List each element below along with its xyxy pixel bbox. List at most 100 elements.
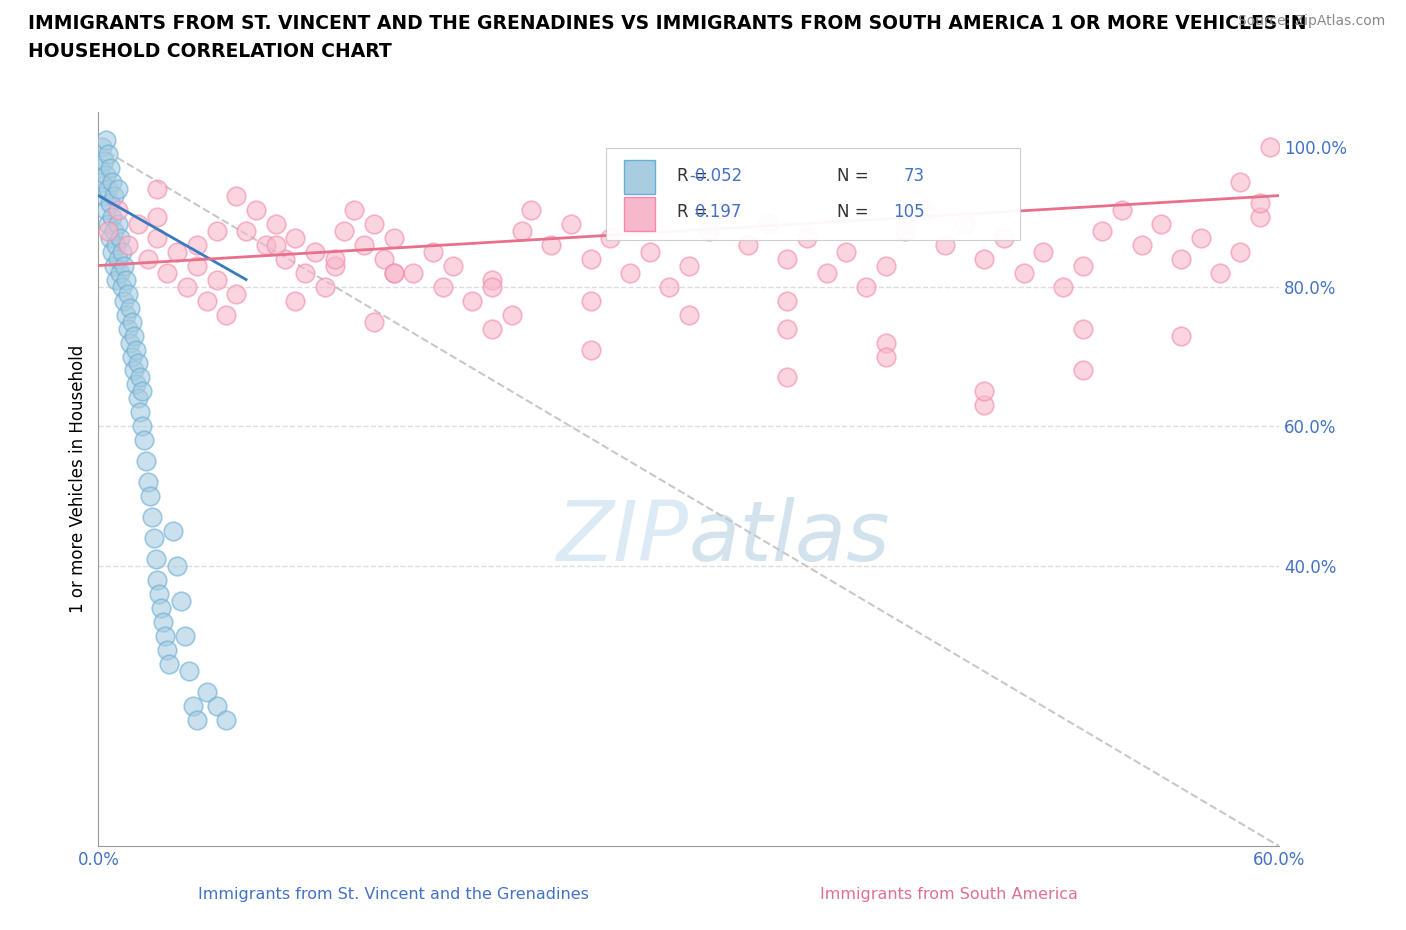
Point [678, 259, 700, 273]
Point [1189, 230, 1212, 245]
Point [128, 405, 150, 420]
Point [125, 377, 148, 392]
Point [131, 419, 153, 434]
Point [432, 279, 454, 294]
Point [835, 244, 858, 259]
Point [658, 279, 681, 294]
Point [579, 251, 602, 266]
Point [215, 713, 238, 728]
Point [186, 237, 208, 252]
Point [156, 265, 179, 280]
Point [363, 216, 385, 231]
Point [127, 391, 149, 405]
Point [1111, 202, 1133, 217]
Point [98, 160, 121, 175]
Point [894, 223, 917, 238]
Point [382, 230, 405, 245]
Point [776, 370, 799, 385]
Point [135, 454, 157, 469]
Point [1091, 223, 1114, 238]
Text: Source: ZipAtlas.com: Source: ZipAtlas.com [1237, 14, 1385, 28]
Point [166, 244, 188, 259]
Point [481, 272, 503, 287]
Point [304, 244, 326, 259]
Point [461, 293, 484, 308]
Point [953, 216, 976, 231]
Point [146, 573, 169, 588]
Point [121, 349, 143, 364]
Point [323, 251, 346, 266]
Point [146, 230, 169, 245]
Point [815, 265, 838, 280]
Point [131, 384, 153, 399]
Point [363, 314, 385, 329]
FancyBboxPatch shape [624, 160, 655, 193]
Point [97, 216, 120, 231]
Point [112, 259, 135, 273]
Point [1229, 174, 1251, 189]
Point [157, 657, 180, 671]
Point [1150, 216, 1173, 231]
Point [103, 188, 125, 203]
Point [993, 230, 1015, 245]
Point [108, 265, 131, 280]
Point [225, 188, 247, 203]
Point [91, 174, 114, 189]
Point [138, 489, 160, 504]
Point [382, 265, 405, 280]
Point [973, 398, 995, 413]
Point [284, 230, 307, 245]
Point [481, 321, 503, 336]
Point [599, 230, 621, 245]
Point [756, 216, 779, 231]
Point [132, 433, 155, 448]
Point [118, 300, 141, 315]
Point [101, 174, 124, 189]
Point [117, 321, 139, 336]
Point [1052, 279, 1074, 294]
Point [127, 216, 149, 231]
Point [96, 202, 118, 217]
Text: 73: 73 [904, 166, 925, 184]
Point [382, 265, 405, 280]
Point [973, 251, 995, 266]
Point [501, 307, 523, 322]
Point [170, 594, 193, 609]
Point [97, 146, 120, 161]
Point [141, 510, 163, 525]
Point [1071, 259, 1094, 273]
Point [98, 230, 121, 245]
Point [107, 202, 129, 217]
Point [128, 370, 150, 385]
Point [875, 259, 897, 273]
Point [176, 279, 198, 294]
Point [1130, 237, 1153, 252]
Point [105, 272, 128, 287]
Point [155, 629, 177, 644]
Point [115, 307, 138, 322]
Point [107, 251, 129, 266]
Text: 105: 105 [894, 204, 925, 221]
Point [215, 307, 238, 322]
Point [402, 265, 425, 280]
Point [274, 251, 297, 266]
Point [697, 223, 720, 238]
Point [177, 664, 200, 679]
Point [481, 279, 503, 294]
Point [112, 293, 135, 308]
Point [117, 237, 139, 252]
Point [776, 251, 799, 266]
Text: N =: N = [837, 166, 873, 184]
Point [205, 272, 228, 287]
Point [107, 181, 129, 196]
Point [96, 167, 118, 182]
Point [855, 279, 877, 294]
Point [152, 615, 174, 630]
Point [540, 237, 562, 252]
Point [142, 531, 165, 546]
Point [93, 153, 115, 168]
Point [579, 342, 602, 357]
Point [111, 244, 134, 259]
Point [98, 195, 121, 210]
Point [108, 230, 131, 245]
